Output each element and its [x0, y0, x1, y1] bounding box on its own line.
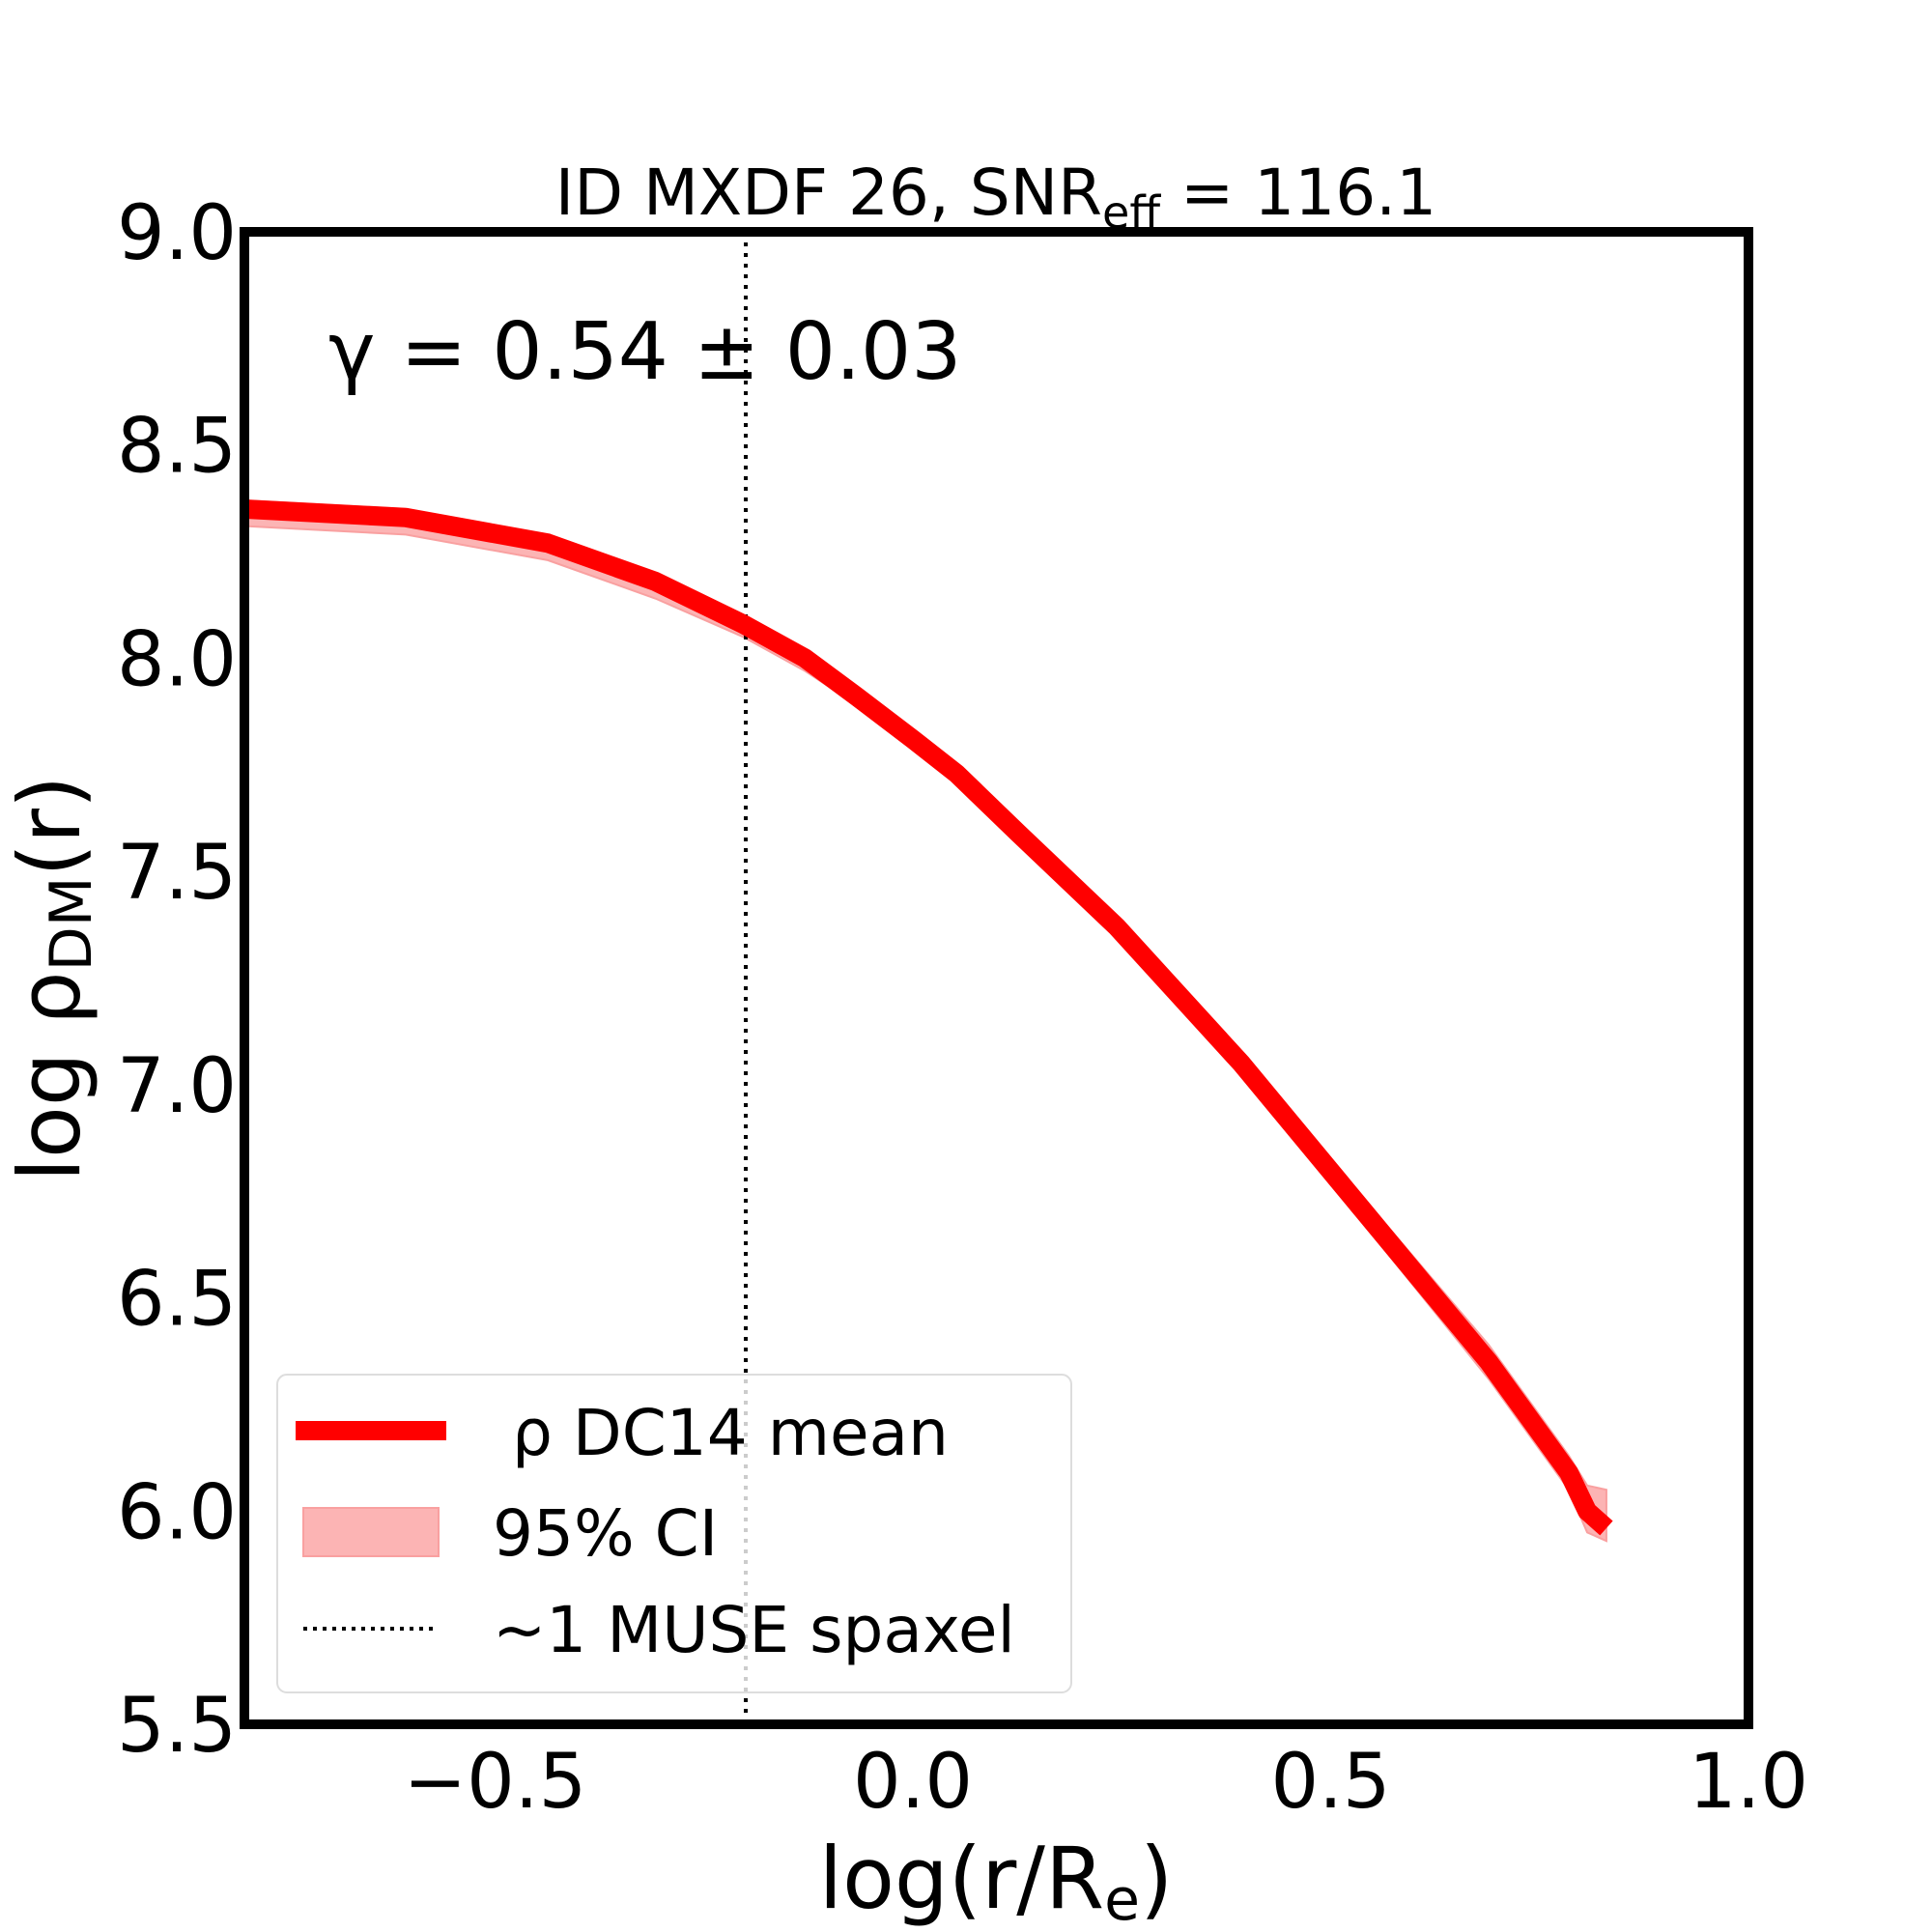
legend-label-spaxel: ~1 MUSE spaxel [493, 1593, 1015, 1667]
legend-label-ci: 95% CI [493, 1496, 718, 1571]
legend-label-mean: ρ DC14 mean [512, 1396, 949, 1470]
chart-title: ID MXDF 26, SNReff = 116.1 [555, 156, 1436, 239]
y-tick-label: 8.5 [117, 404, 237, 491]
legend: ρ DC14 mean 95% CI ~1 MUSE spaxel [276, 1374, 1072, 1693]
y-axis-label: log ρDM(r) [0, 776, 105, 1182]
annotation-gamma: γ = 0.54 ± 0.03 [328, 306, 961, 398]
xlabel-subscript: e [1104, 1866, 1140, 1932]
xlabel-main: log(r/R [819, 1829, 1104, 1928]
x-axis-label: log(r/Re) [819, 1829, 1174, 1932]
x-tick-label: 0.0 [853, 1739, 973, 1826]
y-tick-label: 7.0 [117, 1043, 237, 1130]
y-tick-label: 6.5 [117, 1257, 237, 1344]
ylabel-main: log ρ [0, 971, 99, 1181]
ylabel-suffix: (r) [0, 776, 99, 877]
y-tick-label: 9.0 [117, 190, 237, 277]
x-tick-label: 1.0 [1689, 1739, 1808, 1826]
ylabel-subscript: DM [38, 876, 105, 971]
x-tick-label: −0.5 [404, 1739, 586, 1826]
y-tick-label: 7.5 [117, 830, 237, 917]
x-axis: −0.5 0.0 0.5 1.0 [404, 1739, 1808, 1826]
legend-frame [276, 1374, 1072, 1693]
xlabel-suffix: ) [1140, 1829, 1173, 1928]
mean-line [243, 498, 1613, 1536]
y-axis: 5.5 6.0 6.5 7.0 7.5 8.0 8.5 9.0 [117, 190, 237, 1770]
y-tick-label: 6.0 [117, 1469, 237, 1556]
title-suffix: = 116.1 [1160, 156, 1436, 230]
y-tick-label: 5.5 [117, 1683, 237, 1770]
legend-handle-ci [302, 1507, 440, 1557]
y-tick-label: 8.0 [117, 616, 237, 703]
axes-frame [240, 227, 1753, 1729]
x-tick-label: 0.5 [1270, 1739, 1390, 1826]
title-main: ID MXDF 26, SNR [555, 156, 1102, 230]
